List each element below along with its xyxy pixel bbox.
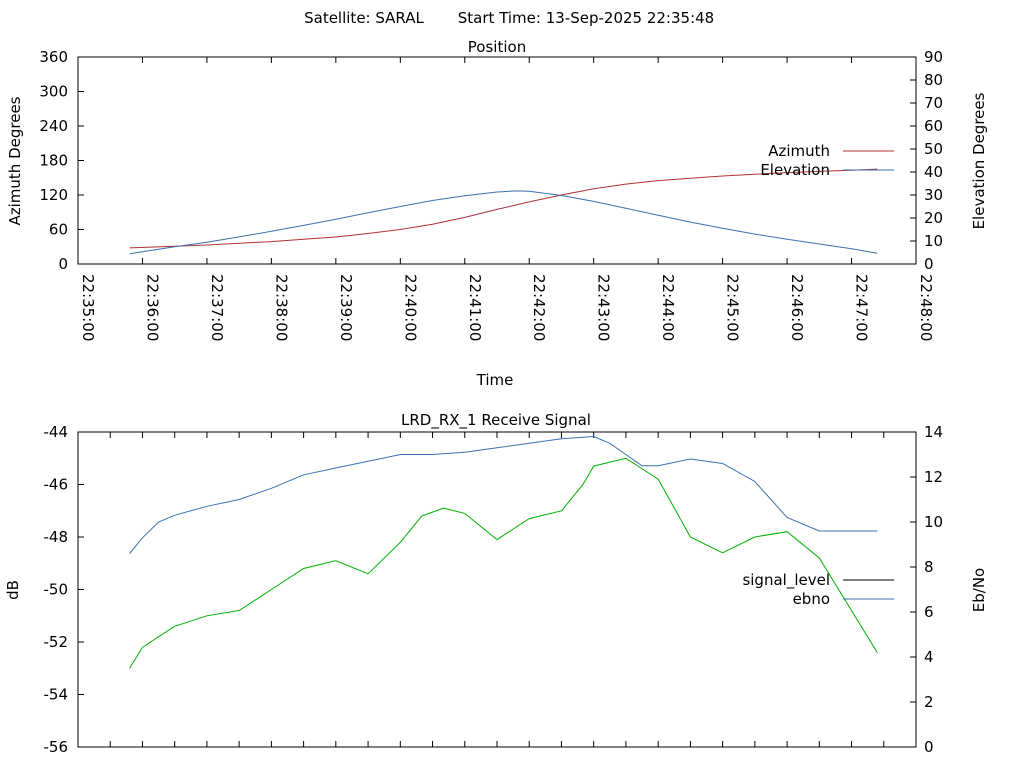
y2-tick-label: 10 [924,513,943,531]
y2-tick-label: 40 [924,163,943,181]
y-tick-label: 300 [39,83,68,101]
y2-tick-label: 6 [924,603,934,621]
series-line-signal-trace-2 [129,457,878,669]
position-legend: Azimuth Elevation [760,142,894,179]
position-ticks: 0 60 120 180 240 300 360 0 10 20 30 40 50 60 70 80 90 22:… [39,48,943,341]
signal-series [129,435,878,669]
x-tick-label: 22:42:00 [530,274,548,341]
y-tick-label: 120 [39,186,68,204]
x-tick-label: 22:40:00 [401,274,419,341]
series-line-azimuth [129,168,878,249]
y2-tick-label: 0 [924,738,934,756]
x-tick-label: 22:41:00 [466,274,484,341]
x-tick-label: 22:46:00 [788,274,806,341]
y2-tick-label: 2 [924,693,934,711]
position-series [129,168,878,255]
y2-tick-label: 90 [924,48,943,66]
legend-azimuth-label: Azimuth [768,142,830,160]
y-tick-label: -48 [44,528,69,546]
y-tick-label: -56 [44,738,69,756]
y-tick-label: 0 [58,255,68,273]
satellite-label: Satellite: SARAL [304,9,424,27]
y2-tick-label: 12 [924,468,943,486]
position-y2-axis-label: Elevation Degrees [970,92,988,229]
y-tick-label: -50 [44,581,69,599]
y2-tick-label: 14 [924,423,943,441]
position-y-axis-label: Azimuth Degrees [6,96,24,225]
signal-chart-title: LRD_RX_1 Receive Signal [401,411,591,430]
x-tick-label: 22:35:00 [79,274,97,341]
y2-tick-label: 30 [924,186,943,204]
y-tick-label: 60 [49,221,68,239]
x-tick-label: 22:38:00 [272,274,290,341]
signal-chart: LRD_RX_1 Receive Signal -56-54-52-50-48-… [4,411,988,756]
signal-ticks: -56 -54 -52 -50 -48 -46 -44 0 2 4 6 8 10 12 14 [44,423,944,756]
x-tick-label: 22:37:00 [208,274,226,341]
y-tick-label: -46 [44,476,69,494]
x-tick-label: 22:44:00 [659,274,677,341]
y2-tick-label: 10 [924,232,943,250]
legend-elevation-label: Elevation [760,161,830,179]
y2-tick-label: 0 [924,255,934,273]
x-tick-label: 22:43:00 [595,274,613,341]
x-tick-label: 22:36:00 [143,274,161,341]
signal-plot-frame [77,431,917,748]
y2-tick-label: 50 [924,140,943,158]
legend-signal-level-label: signal_level [742,571,830,590]
y-tick-label: -52 [44,633,69,651]
start-time-label: Start Time: 13-Sep-2025 22:35:48 [458,9,714,27]
legend-ebno-label: ebno [793,590,830,608]
y-tick-label: -54 [44,686,69,704]
y-tick-label: -44 [44,423,69,441]
y2-tick-label: 20 [924,209,943,227]
y2-tick-label: 60 [924,117,943,135]
x-tick-label: 22:45:00 [724,274,742,341]
y-tick-label: 180 [39,152,68,170]
position-x-axis-label: Time [476,371,514,389]
signal-y-axis-label: dB [4,580,22,600]
x-tick-label: 22:39:00 [337,274,355,341]
y2-tick-label: 4 [924,648,934,666]
position-chart: Position 0 60 120 180 240 300 360 0 10 20 30 40 50 60… [6,38,988,389]
position-chart-title: Position [468,38,526,56]
x-tick-label: 22:48:00 [917,274,935,341]
y2-tick-label: 8 [924,558,934,576]
y2-tick-label: 70 [924,94,943,112]
series-line-ebno [129,435,878,554]
y2-tick-label: 80 [924,71,943,89]
signal-y2-axis-label: Eb/No [970,568,988,612]
signal-legend: signal_level ebno [742,571,894,608]
y-tick-label: 360 [39,48,68,66]
y-tick-label: 240 [39,117,68,135]
series-line-elevation [129,190,878,255]
x-tick-label: 22:47:00 [853,274,871,341]
